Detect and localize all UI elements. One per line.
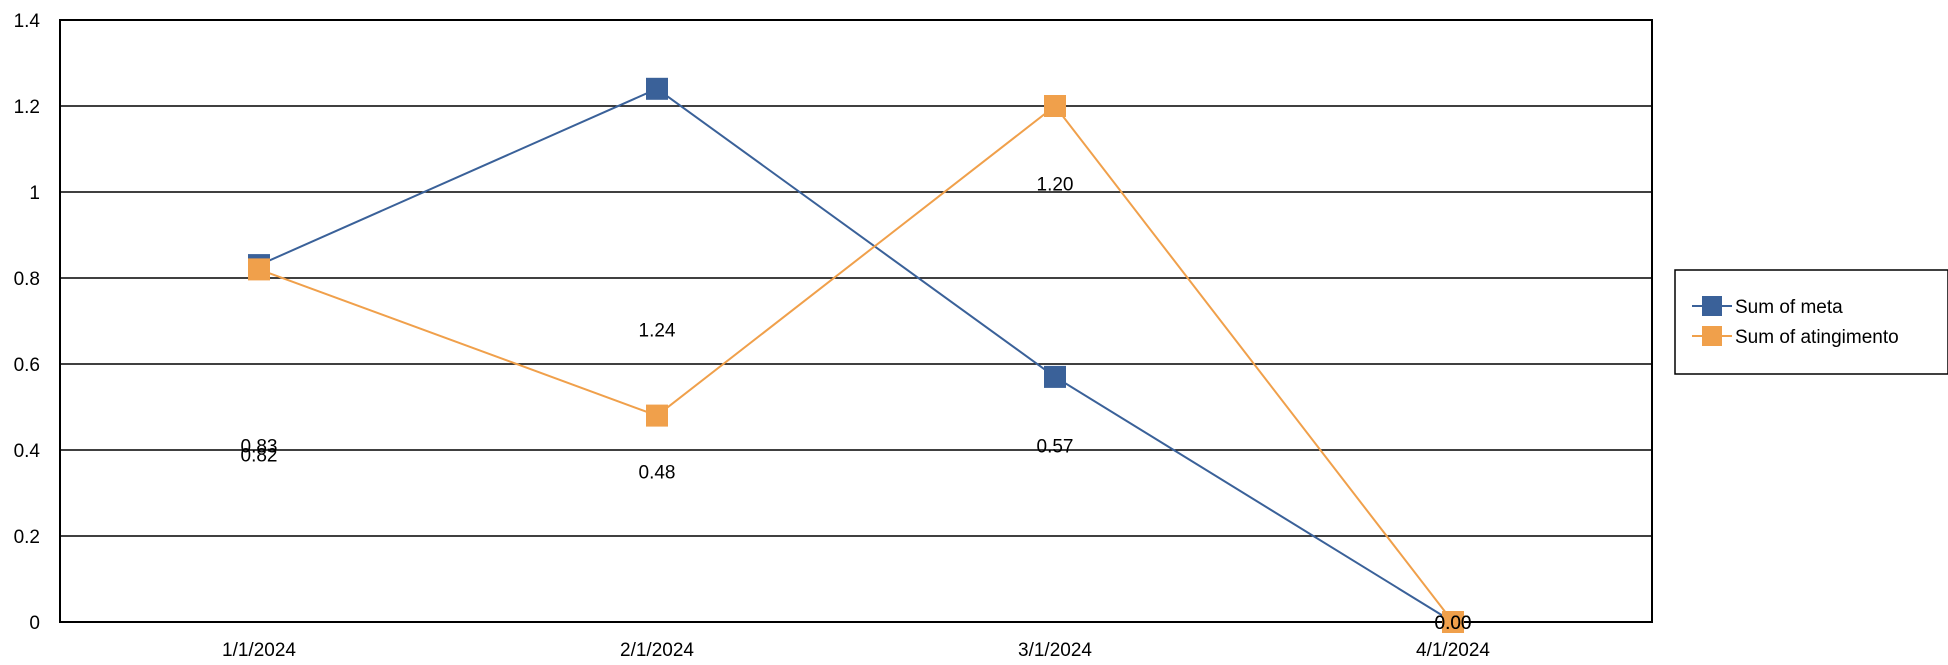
x-axis-ticks: 1/1/2024 2/1/2024 3/1/2024 4/1/2024 (222, 640, 1490, 661)
data-point (1044, 365, 1066, 388)
y-tick-label: 0.2 (14, 527, 40, 548)
data-label: 0.00 (1435, 613, 1472, 634)
legend-label: Sum of atingimento (1735, 327, 1899, 348)
legend-label: Sum of meta (1735, 297, 1843, 318)
legend-marker (1702, 326, 1722, 346)
y-tick-label: 1.2 (14, 97, 40, 118)
series-line-1 (258, 104, 1454, 623)
gridlines (60, 105, 1652, 537)
x-tick-label: 4/1/2024 (1416, 640, 1490, 661)
series-line-0 (258, 87, 1454, 623)
x-tick-label: 2/1/2024 (620, 640, 694, 661)
data-label: 0.48 (639, 463, 676, 484)
x-tick-label: 3/1/2024 (1018, 640, 1092, 661)
y-tick-label: 0.4 (14, 441, 41, 462)
legend-box (1674, 269, 1948, 375)
data-label: 1.20 (1037, 174, 1074, 195)
data-point (1442, 611, 1464, 633)
y-tick-label: 1 (29, 183, 40, 204)
legend-marker (1702, 296, 1722, 316)
y-axis-ticks: 0 0.2 0.4 0.6 0.8 1 1.2 1.4 (14, 11, 41, 634)
data-label: 0.00 (1435, 613, 1472, 634)
data-label: 1.24 (639, 321, 676, 342)
data-label: 0.82 (241, 445, 278, 466)
legend: Sum of meta Sum of atingimento (1674, 269, 1948, 375)
series-group (248, 77, 1464, 633)
x-tick-label: 1/1/2024 (222, 640, 296, 661)
data-point (248, 258, 270, 281)
data-point (646, 404, 668, 427)
data-label: 0.57 (1037, 437, 1074, 458)
y-tick-label: 0.8 (14, 269, 40, 290)
y-tick-label: 1.4 (14, 11, 41, 32)
plot-area (59, 19, 1653, 623)
data-labels: 0.831.240.570.000.820.481.200.00 (241, 174, 1472, 634)
data-point (646, 77, 668, 100)
y-tick-label: 0 (29, 613, 40, 634)
data-label: 0.83 (241, 437, 278, 458)
y-tick-label: 0.6 (14, 355, 40, 376)
data-point (1044, 95, 1066, 117)
